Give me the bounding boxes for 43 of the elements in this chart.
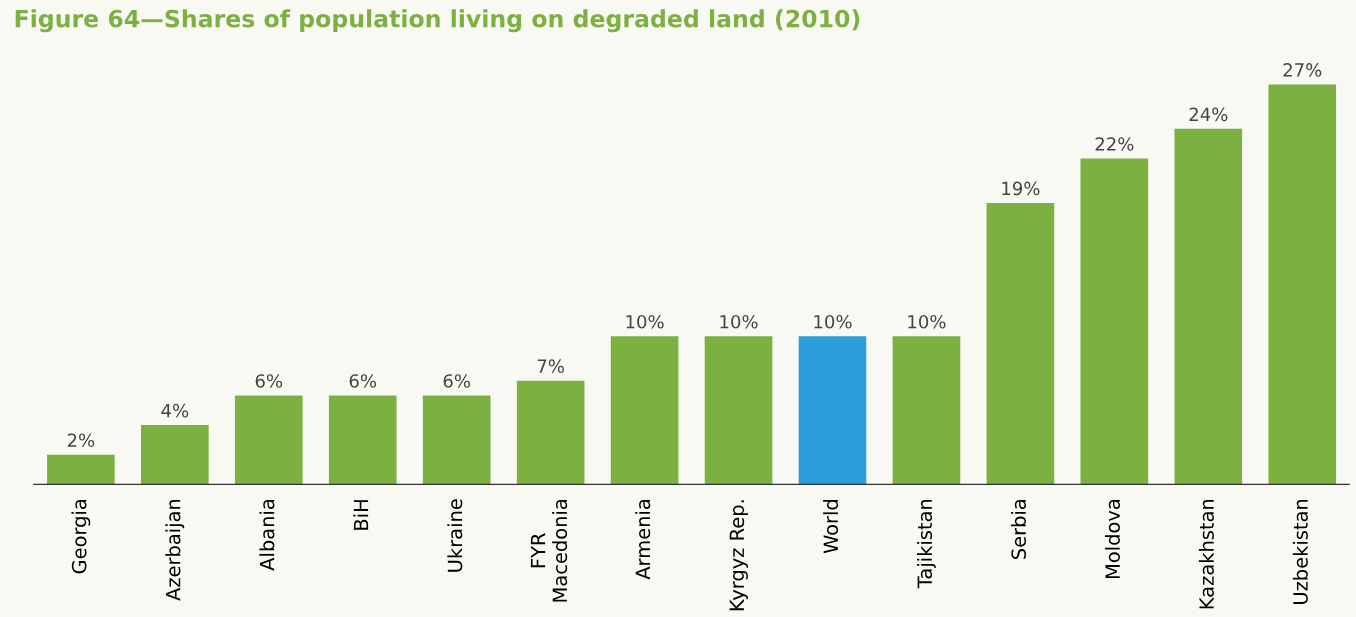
x-tick-label: Georgia bbox=[71, 500, 91, 574]
data-label: 10% bbox=[720, 314, 758, 329]
x-tick-label: Albania bbox=[259, 500, 275, 571]
data-label: 10% bbox=[814, 314, 852, 329]
data-label: 27% bbox=[1283, 63, 1322, 77]
bar bbox=[1080, 158, 1149, 485]
x-tick-label: Uzbekistan bbox=[1292, 499, 1308, 604]
x-tick-label: World bbox=[823, 500, 839, 554]
bar bbox=[610, 336, 679, 485]
bar bbox=[141, 425, 209, 485]
x-tick-label: Kazakhstan bbox=[1198, 499, 1214, 609]
data-label: 6% bbox=[349, 374, 377, 388]
data-label: 24% bbox=[1189, 107, 1228, 122]
x-tick-label: Azerbaijan bbox=[165, 499, 185, 601]
data-label: 6% bbox=[443, 374, 471, 388]
data-label: 2% bbox=[67, 433, 95, 448]
x-tick-label: BiH bbox=[353, 500, 369, 530]
bar bbox=[892, 336, 961, 485]
x-tick-label: FYR Macedonia bbox=[530, 500, 568, 602]
data-label: 4% bbox=[161, 403, 189, 418]
data-label: 22% bbox=[1095, 137, 1134, 151]
data-label: 6% bbox=[255, 374, 283, 388]
data-label: 7% bbox=[537, 359, 564, 373]
bar bbox=[234, 395, 303, 485]
bar bbox=[422, 395, 491, 485]
bar bbox=[704, 336, 773, 485]
bar bbox=[516, 380, 585, 485]
x-tick-label: Armenia bbox=[635, 500, 651, 580]
chart-title: Figure 64—Shares of population living on degraded land (2010) bbox=[15, 9, 860, 33]
x-tick-label: Moldova bbox=[1104, 500, 1120, 579]
bar bbox=[328, 395, 397, 485]
bar bbox=[1174, 128, 1243, 485]
data-label: 10% bbox=[908, 314, 946, 329]
x-tick-label: Serbia bbox=[1010, 500, 1027, 559]
data-label: 19% bbox=[1002, 181, 1040, 196]
x-tick-label: Tajikistan bbox=[917, 499, 936, 589]
x-tick-label: Ukraine bbox=[447, 499, 463, 572]
bar bbox=[47, 454, 115, 485]
x-tick-label: Kyrgyz Rep. bbox=[729, 500, 748, 611]
bar bbox=[798, 336, 867, 485]
bar bbox=[986, 202, 1055, 485]
bar bbox=[1268, 84, 1337, 485]
data-label: 10% bbox=[626, 314, 664, 329]
